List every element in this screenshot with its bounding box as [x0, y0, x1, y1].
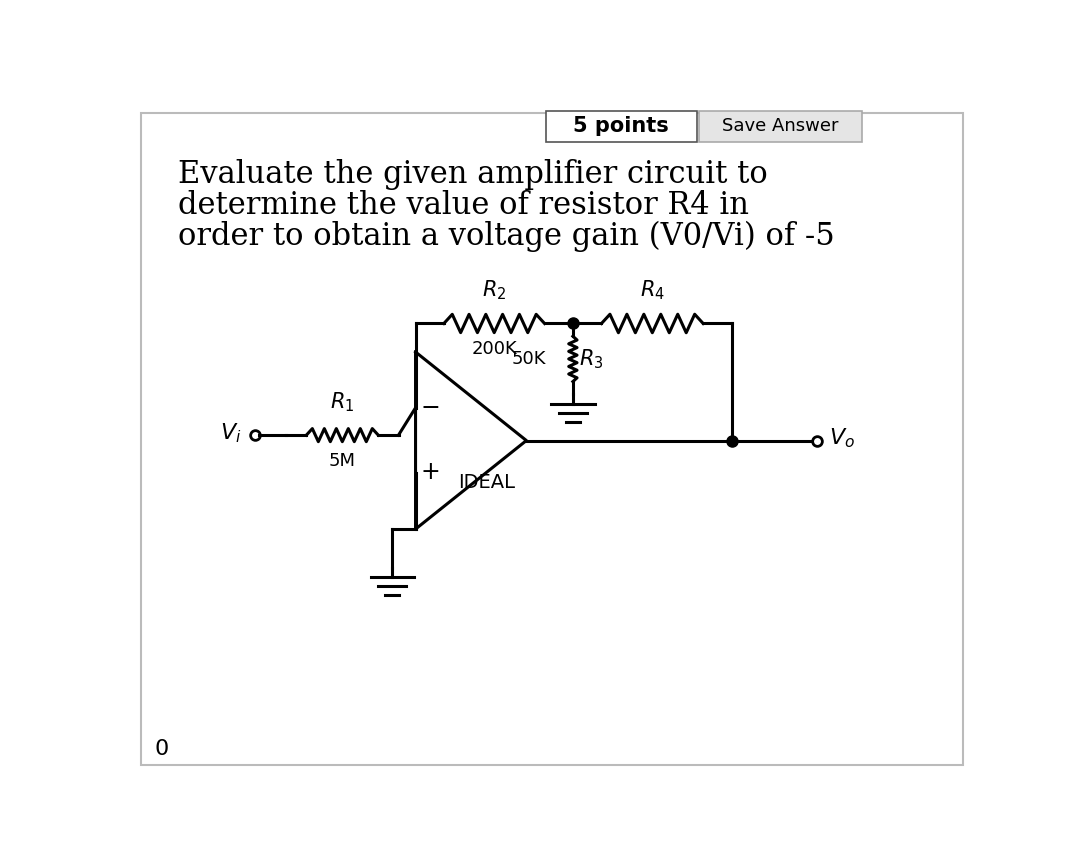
- Text: determine the value of resistor R4 in: determine the value of resistor R4 in: [177, 190, 748, 221]
- Text: $\mathit{V}_i$: $\mathit{V}_i$: [219, 421, 241, 445]
- Text: order to obtain a voltage gain (V0/Vi) of -5: order to obtain a voltage gain (V0/Vi) o…: [177, 221, 835, 252]
- Text: IDEAL: IDEAL: [458, 473, 515, 492]
- Text: $R_1$: $R_1$: [330, 390, 354, 414]
- FancyBboxPatch shape: [699, 111, 862, 142]
- Text: 5M: 5M: [328, 452, 355, 470]
- Text: $+$: $+$: [420, 460, 440, 484]
- Text: $R_3$: $R_3$: [579, 347, 604, 371]
- Text: Evaluate the given amplifier circuit to: Evaluate the given amplifier circuit to: [177, 160, 768, 191]
- Text: 200K: 200K: [471, 341, 517, 358]
- Text: $-$: $-$: [420, 394, 440, 418]
- FancyBboxPatch shape: [141, 113, 962, 766]
- Text: Save Answer: Save Answer: [723, 117, 839, 135]
- Text: $R_2$: $R_2$: [482, 278, 507, 302]
- Text: $\mathit{V}_o$: $\mathit{V}_o$: [828, 427, 854, 450]
- Text: $R_4$: $R_4$: [639, 278, 665, 302]
- Text: 5 points: 5 points: [573, 116, 669, 136]
- Text: 50K: 50K: [511, 350, 545, 368]
- Text: 0: 0: [156, 739, 170, 759]
- FancyBboxPatch shape: [545, 111, 697, 142]
